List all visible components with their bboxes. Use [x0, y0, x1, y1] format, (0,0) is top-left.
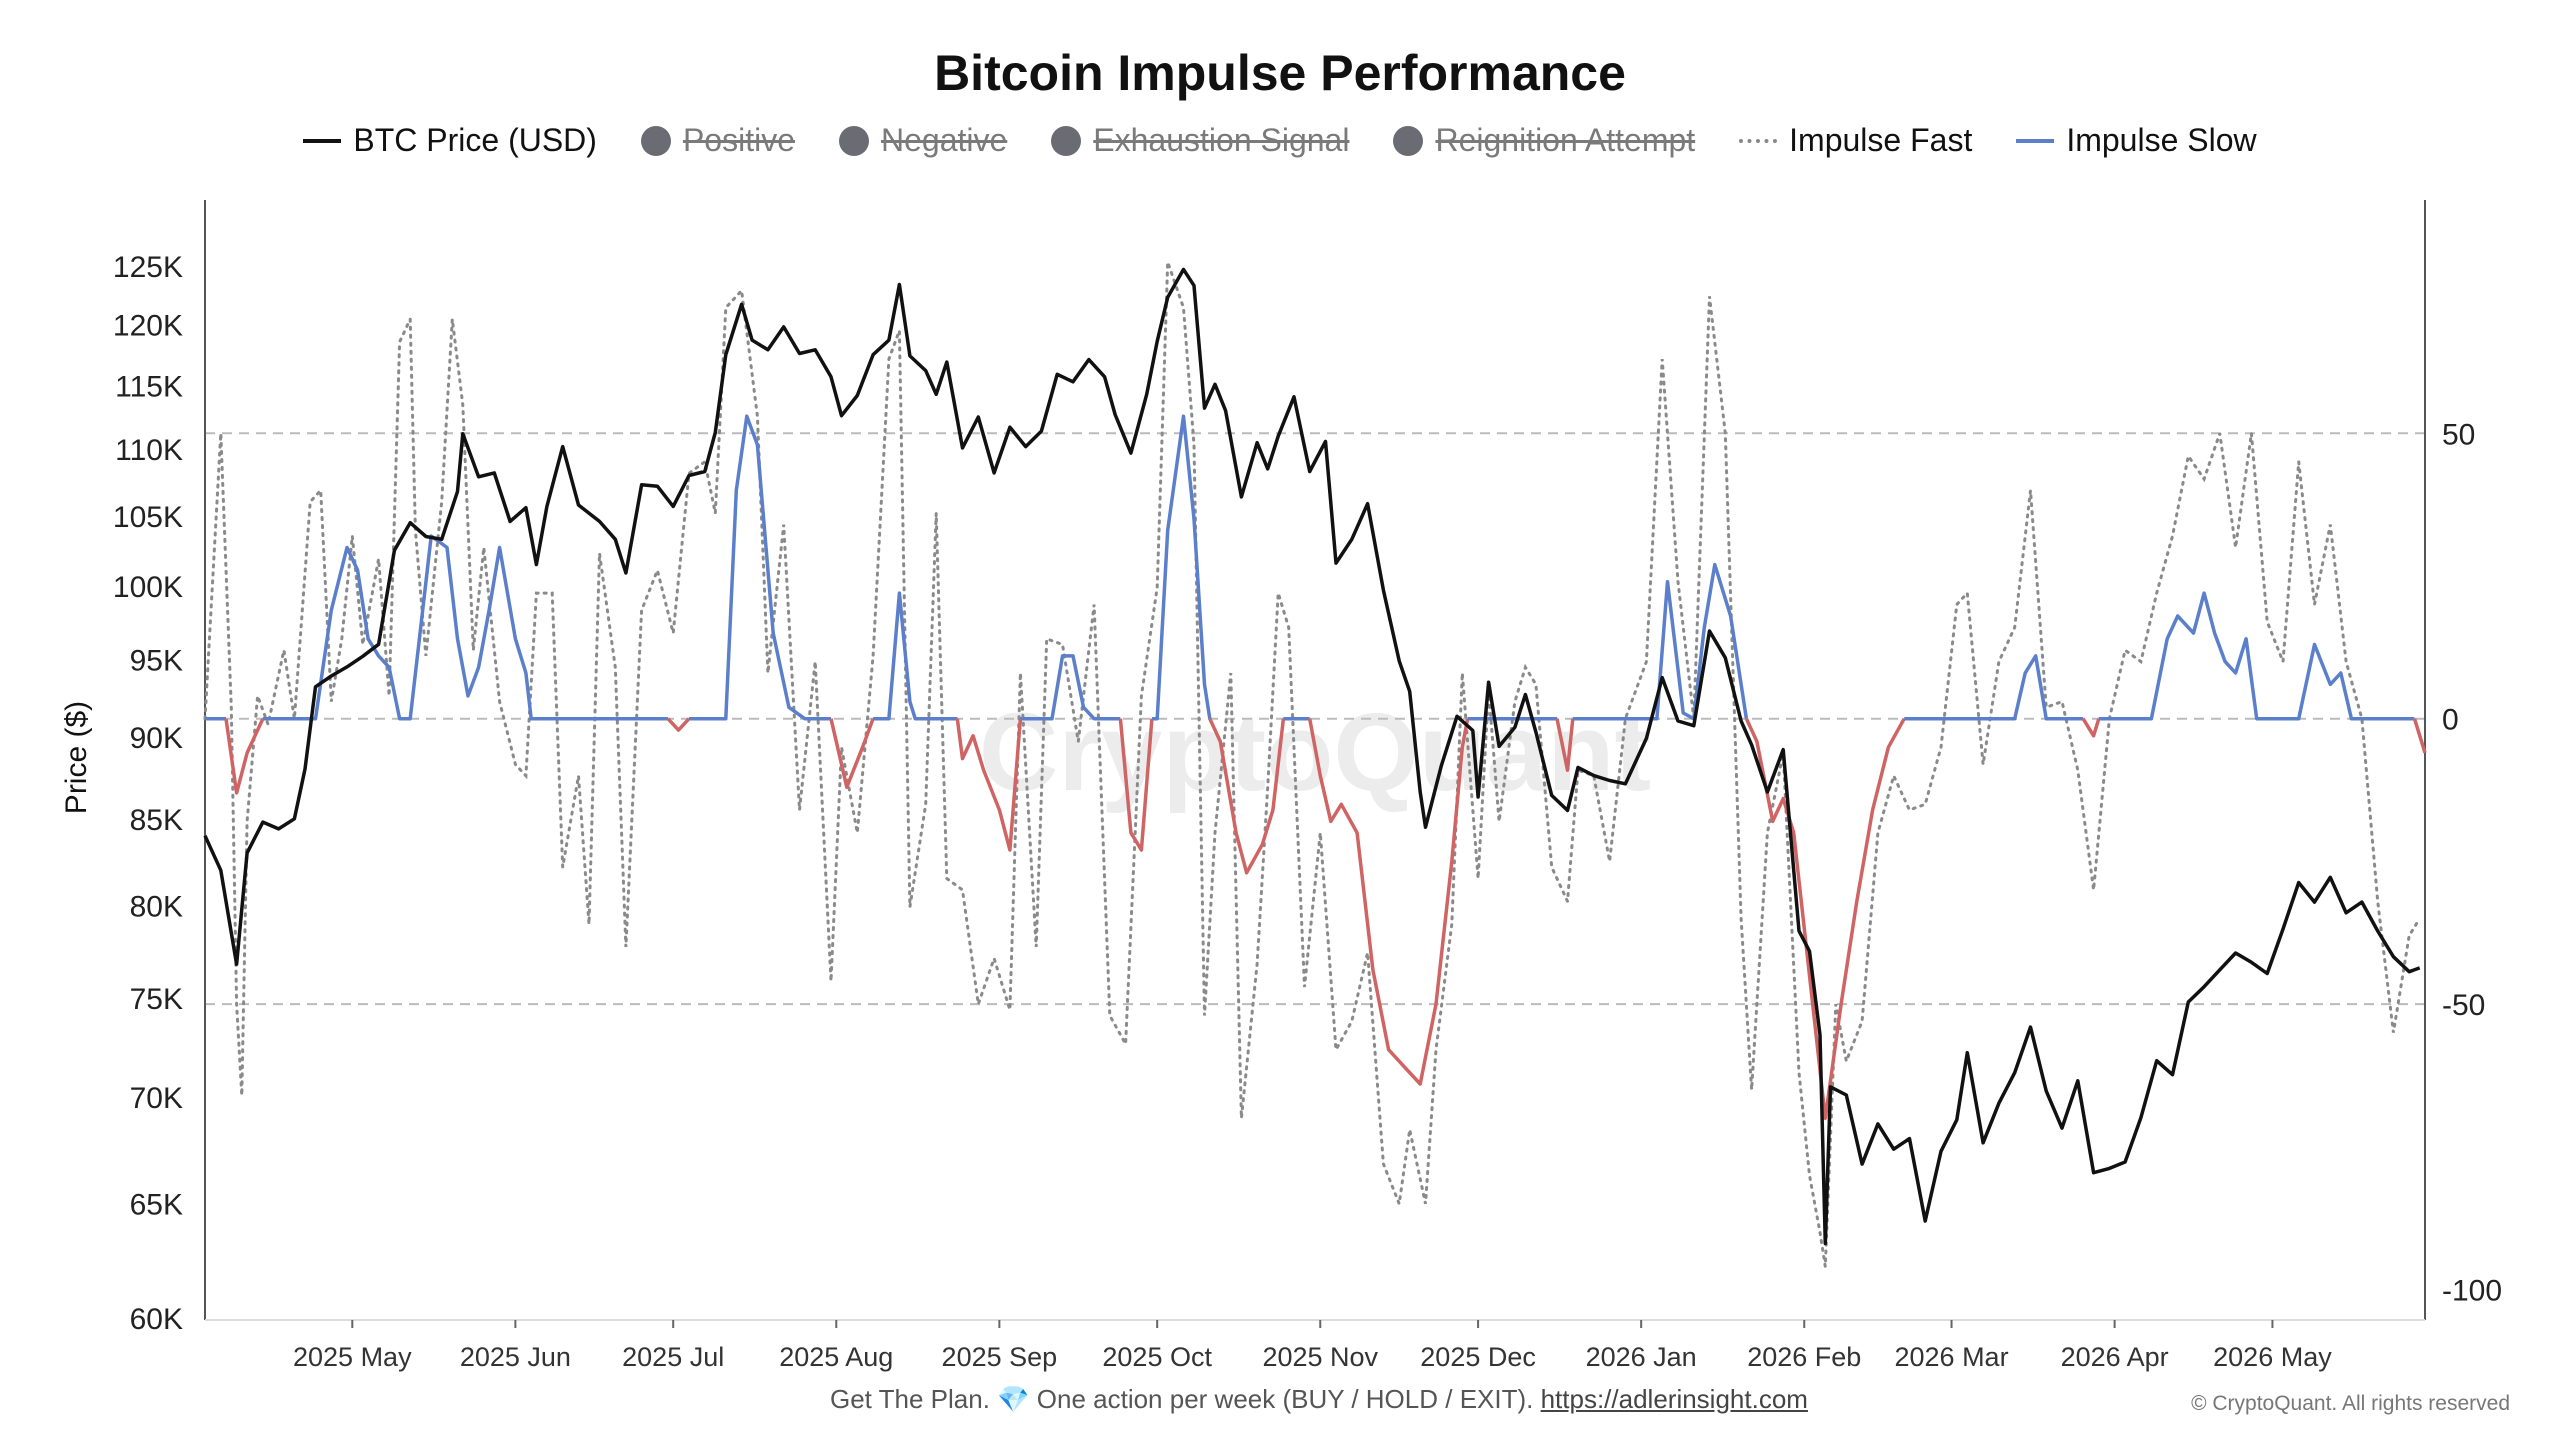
legend-swatch [2016, 138, 2055, 143]
impulse-slow-negative-segment [1208, 717, 1286, 875]
y-left-tick: 125K [113, 251, 183, 284]
y-left-tick: 75K [130, 983, 183, 1016]
legend-label: Positive [682, 122, 795, 158]
y-left-tick: 85K [130, 804, 183, 837]
x-tick-label: 2025 Jul [622, 1342, 724, 1372]
y-right-tick: 0 [2442, 704, 2459, 737]
legend-swatch [838, 125, 869, 156]
x-tick-label: 2025 Dec [1420, 1342, 1536, 1372]
x-tick-label: 2026 Apr [2061, 1342, 2169, 1372]
impulse-slow-positive-segment [262, 534, 668, 721]
y-left-tick: 60K [130, 1303, 183, 1336]
impulse-slow-positive-segment [1151, 414, 1212, 721]
impulse-slow-positive-segment [689, 414, 831, 721]
impulse-slow-negative-segment [1555, 718, 1575, 772]
legend-swatch [1393, 125, 1424, 156]
y-left-tick: 90K [130, 722, 183, 755]
chart-title: Bitcoin Impulse Performance [934, 45, 1626, 101]
legend-item-reignition-attempt[interactable]: Reignition Attempt [1393, 122, 1695, 159]
legend-item-negative[interactable]: Negative [838, 122, 1008, 159]
x-tick-label: 2026 May [2213, 1342, 2332, 1372]
y-left-tick: 65K [130, 1188, 183, 1221]
legend-label: Negative [880, 122, 1008, 158]
impulse-slow-negative-segment [1744, 717, 1906, 1120]
impulse-fast-line [203, 261, 2422, 1267]
impulse-slow-negative-segment [829, 718, 875, 789]
x-tick-label: 2026 Mar [1895, 1342, 2009, 1372]
btc-price-line [203, 267, 2421, 1246]
legend-swatch [1051, 125, 1082, 156]
legend-item-impulse-slow[interactable]: Impulse Slow [2016, 122, 2257, 159]
legend-item-positive[interactable]: Positive [640, 122, 795, 159]
y-left-tick: 105K [113, 501, 183, 534]
impulse-slow-negative-segment [666, 717, 691, 732]
y-right-tick: -50 [2442, 989, 2485, 1022]
legend-label: BTC Price (USD) [353, 122, 597, 158]
x-tick-label: 2025 May [293, 1342, 412, 1372]
footer-promo: Get The Plan. 💎 One action per week (BUY… [830, 1384, 1808, 1415]
legend-label: Impulse Slow [2066, 122, 2257, 158]
impulse-slow-negative-segment [2412, 718, 2427, 754]
impulse-slow-negative-segment [2081, 717, 2101, 738]
x-tick-label: 2026 Feb [1747, 1342, 1861, 1372]
legend-swatch [303, 138, 342, 143]
x-tick-label: 2026 Jan [1586, 1342, 1697, 1372]
legend-item-impulse-fast[interactable]: Impulse Fast [1739, 122, 1972, 159]
legend-swatch [640, 125, 671, 156]
x-tick-label: 2025 Sep [942, 1342, 1058, 1372]
legend-item-exhaustion-signal[interactable]: Exhaustion Signal [1051, 122, 1349, 159]
legend-label: Reignition Attempt [1435, 122, 1696, 158]
copyright-notice: © CryptoQuant. All rights reserved [2191, 1392, 2510, 1415]
y-axis-label: Price ($) [60, 701, 93, 814]
impulse-slow-positive-segment [2098, 591, 2415, 721]
x-tick-label: 2025 Oct [1102, 1342, 1212, 1372]
y-right-tick: -100 [2442, 1274, 2502, 1307]
y-left-tick: 120K [113, 310, 183, 343]
y-left-tick: 100K [113, 571, 183, 604]
y-right-tick: 50 [2442, 418, 2475, 451]
y-left-tick: 95K [130, 644, 183, 677]
impulse-slow-negative-segment [224, 717, 265, 795]
y-left-tick: 80K [130, 891, 183, 924]
y-left-tick: 70K [130, 1082, 183, 1115]
y-left-tick: 110K [115, 434, 183, 467]
x-tick-label: 2025 Jun [460, 1342, 571, 1372]
chart-legend: BTC Price (USD) Positive Negative Exhaustio… [0, 122, 2560, 159]
y-left-tick: 115K [115, 371, 183, 404]
footer-text: Get The Plan. 💎 One action per week (BUY… [830, 1384, 1534, 1414]
x-tick-label: 2025 Nov [1262, 1342, 1378, 1372]
impulse-slow-positive-segment [1904, 654, 2084, 721]
impulse-slow-positive-segment [873, 591, 958, 721]
legend-item-btc-price-usd[interactable]: BTC Price (USD) [303, 122, 597, 159]
legend-label: Impulse Fast [1789, 122, 1973, 158]
footer-link[interactable]: https://adlerinsight.com [1540, 1384, 1808, 1414]
impulse-slow-positive-segment [1020, 654, 1121, 721]
impulse-slow-negative-segment [1118, 718, 1154, 852]
legend-swatch [1739, 138, 1778, 143]
impulse-slow-negative-segment [1307, 718, 1470, 1086]
legend-label: Exhaustion Signal [1093, 122, 1350, 158]
x-tick-label: 2025 Aug [779, 1342, 893, 1372]
impulse-slow-negative-segment [955, 718, 1023, 852]
